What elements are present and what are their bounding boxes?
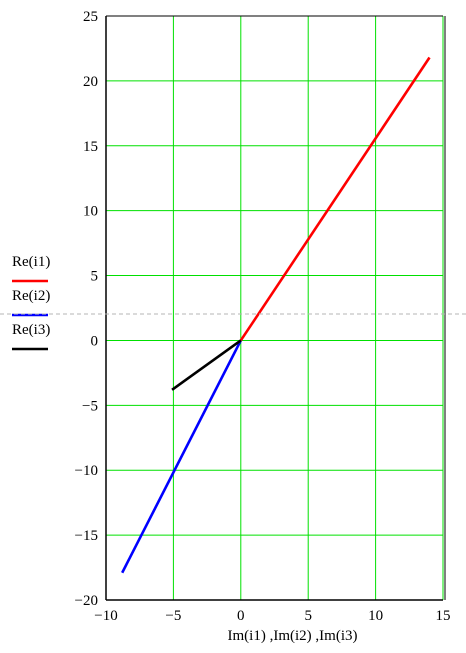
grid [105, 15, 444, 601]
legend-label: Re(i2) [12, 288, 50, 304]
y-tick-label: 10 [83, 204, 98, 220]
legend: Re(i1) Re(i2) Re(i3) [12, 254, 50, 351]
legend-label: Re(i3) [12, 322, 50, 338]
y-tick-label: 15 [83, 139, 98, 155]
y-tick-label: −5 [82, 398, 98, 414]
x-tick-label: −5 [165, 608, 181, 624]
y-tick-label: 0 [91, 333, 99, 349]
x-axis-label: Im(i1) ,Im(i2) ,Im(i3) [228, 628, 358, 644]
x-tick-label: 15 [436, 608, 451, 624]
y-tick-label: 20 [83, 74, 98, 90]
x-tick-label: 10 [368, 608, 383, 624]
plot-frame [105, 15, 446, 601]
y-tick-labels: −20 −15 −10 −5 0 5 10 15 20 25 [75, 9, 98, 609]
legend-label: Re(i1) [12, 254, 50, 270]
y-tick-label: −10 [75, 463, 98, 479]
x-tick-label: 5 [304, 608, 312, 624]
y-tick-label: −15 [75, 528, 98, 544]
y-tick-label: 5 [91, 269, 99, 285]
y-tick-label: 25 [83, 9, 98, 25]
series-line-re-i1 [239, 56, 431, 342]
series-line-re-i3 [171, 339, 242, 391]
y-tick-label: −20 [75, 593, 98, 609]
series-lines [121, 56, 431, 574]
x-tick-labels: −10 −5 0 5 10 15 [94, 608, 450, 624]
x-tick-label: 0 [237, 608, 245, 624]
series-line-re-i2 [121, 339, 242, 574]
x-tick-label: −10 [94, 608, 117, 624]
